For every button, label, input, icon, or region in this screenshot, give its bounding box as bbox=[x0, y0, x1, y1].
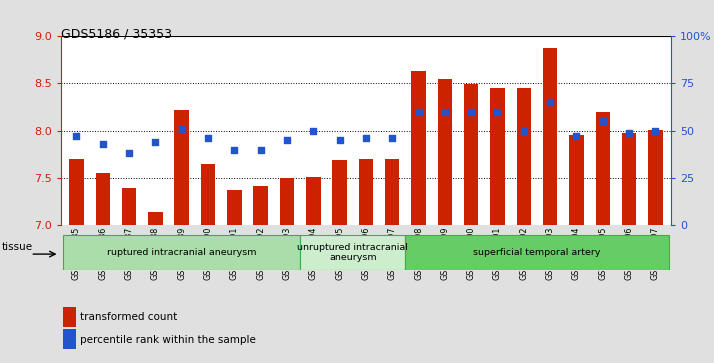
Point bbox=[255, 147, 266, 152]
Bar bbox=[569, 135, 583, 225]
Bar bbox=[69, 159, 84, 225]
Point bbox=[492, 109, 503, 115]
Point bbox=[650, 128, 661, 134]
Bar bbox=[96, 173, 110, 225]
Text: percentile rank within the sample: percentile rank within the sample bbox=[80, 335, 256, 345]
Point bbox=[518, 128, 530, 134]
Point bbox=[124, 150, 135, 156]
Bar bbox=[280, 178, 294, 225]
Point bbox=[228, 147, 240, 152]
Bar bbox=[306, 177, 321, 225]
Text: superficial temporal artery: superficial temporal artery bbox=[473, 248, 600, 257]
Bar bbox=[516, 88, 531, 225]
Point bbox=[466, 109, 477, 115]
Bar bbox=[358, 159, 373, 225]
Bar bbox=[253, 186, 268, 225]
Text: tissue: tissue bbox=[1, 242, 32, 252]
Point bbox=[360, 135, 371, 141]
Bar bbox=[201, 164, 216, 225]
Point bbox=[176, 126, 188, 132]
Point bbox=[150, 139, 161, 145]
Bar bbox=[300, 235, 406, 270]
Text: transformed count: transformed count bbox=[80, 312, 177, 322]
Point bbox=[334, 137, 346, 143]
Bar bbox=[622, 132, 636, 225]
Point bbox=[202, 135, 213, 141]
Text: GDS5186 / 35353: GDS5186 / 35353 bbox=[61, 27, 171, 40]
Bar bbox=[122, 188, 136, 225]
Bar bbox=[595, 112, 610, 225]
Point bbox=[570, 134, 582, 139]
Bar bbox=[543, 48, 558, 225]
Bar bbox=[333, 160, 347, 225]
Point bbox=[281, 137, 293, 143]
Bar bbox=[149, 212, 163, 225]
Text: ruptured intracranial aneurysm: ruptured intracranial aneurysm bbox=[107, 248, 256, 257]
Point bbox=[439, 109, 451, 115]
Bar bbox=[64, 235, 300, 270]
Bar bbox=[227, 190, 241, 225]
Bar bbox=[648, 130, 663, 225]
Bar bbox=[491, 88, 505, 225]
Point bbox=[71, 134, 82, 139]
Bar bbox=[411, 71, 426, 225]
Point bbox=[97, 141, 109, 147]
Point bbox=[544, 99, 555, 105]
Point bbox=[308, 128, 319, 134]
Bar bbox=[438, 79, 452, 225]
Bar bbox=[385, 159, 399, 225]
Point bbox=[597, 118, 608, 124]
Point bbox=[623, 130, 635, 135]
Point bbox=[413, 109, 424, 115]
Bar bbox=[174, 110, 189, 225]
Bar bbox=[464, 85, 478, 225]
Point bbox=[386, 135, 398, 141]
Bar bbox=[406, 235, 668, 270]
Text: unruptured intracranial
aneurysm: unruptured intracranial aneurysm bbox=[297, 242, 408, 262]
